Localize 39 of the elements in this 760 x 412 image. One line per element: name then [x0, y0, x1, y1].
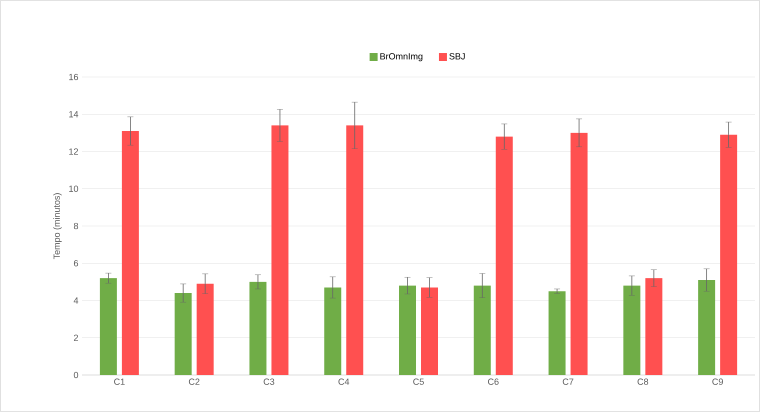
- bar: [100, 278, 117, 375]
- y-tick-label: 4: [74, 297, 78, 304]
- x-tick-label: C7: [562, 378, 574, 385]
- bar: [570, 132, 588, 375]
- x-tick-label: C6: [488, 378, 499, 385]
- y-tick-label: 8: [74, 222, 78, 230]
- y-tick-label: 2: [74, 334, 78, 341]
- x-tick-label: C1: [114, 378, 125, 385]
- bar: [122, 131, 139, 375]
- y-tick-label: 14: [69, 111, 78, 118]
- legend-label: SBJ: [449, 53, 465, 60]
- bar: [720, 134, 738, 375]
- bar: [196, 284, 214, 375]
- x-tick-label: C2: [188, 378, 200, 385]
- x-tick-label: C4: [338, 378, 350, 385]
- y-tick-label: 10: [69, 186, 78, 192]
- y-axis-title: Tempo (minutos): [53, 193, 62, 260]
- bar: [496, 136, 513, 375]
- bar: [548, 291, 566, 375]
- bar: [474, 286, 491, 375]
- x-tick-label: C8: [638, 378, 648, 385]
- bar: [645, 278, 662, 375]
- bar: [346, 125, 364, 375]
- bar: [324, 287, 342, 375]
- y-tick-label: 0: [74, 372, 78, 378]
- x-tick-label: C5: [413, 378, 424, 385]
- bar: [421, 287, 438, 375]
- bar: [698, 280, 716, 375]
- y-tick-label: 12: [69, 148, 78, 155]
- bar: [249, 282, 266, 375]
- bar: [271, 125, 288, 375]
- y-tick-label: 16: [69, 74, 78, 80]
- x-tick-label: C9: [712, 378, 723, 385]
- x-tick-label: C3: [264, 378, 274, 385]
- y-tick-label: 6: [74, 260, 78, 266]
- bar: [174, 293, 192, 375]
- legend-label: BrOmnImg: [380, 53, 422, 62]
- bar: [623, 286, 640, 375]
- bar: [399, 286, 416, 375]
